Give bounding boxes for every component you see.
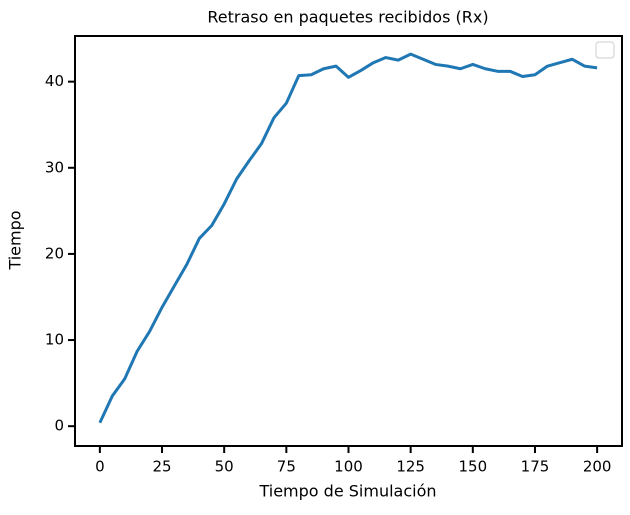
chart-title: Retraso en paquetes recibidos (Rx)	[207, 8, 488, 27]
plot-frame	[74, 35, 623, 447]
y-tick-label: 0	[54, 417, 64, 435]
legend	[595, 41, 615, 59]
y-tick-label: 20	[45, 244, 64, 262]
x-tick-label: 75	[277, 458, 296, 476]
y-tick-label: 40	[45, 72, 64, 90]
x-tick-label: 50	[215, 458, 234, 476]
x-tick-label: 175	[521, 458, 550, 476]
x-tick-label: 25	[152, 458, 171, 476]
x-axis-label: Tiempo de Simulación	[258, 482, 436, 501]
y-axis-label: Tiempo	[6, 210, 25, 270]
data-line	[98, 52, 598, 424]
x-tick-label: 200	[583, 458, 612, 476]
x-tick-label: 100	[334, 458, 363, 476]
x-tick-label: 0	[95, 458, 105, 476]
x-tick-label: 125	[396, 458, 425, 476]
x-tick-label: 150	[458, 458, 487, 476]
y-tick-label: 10	[45, 331, 64, 349]
y-tick-label: 30	[45, 158, 64, 176]
